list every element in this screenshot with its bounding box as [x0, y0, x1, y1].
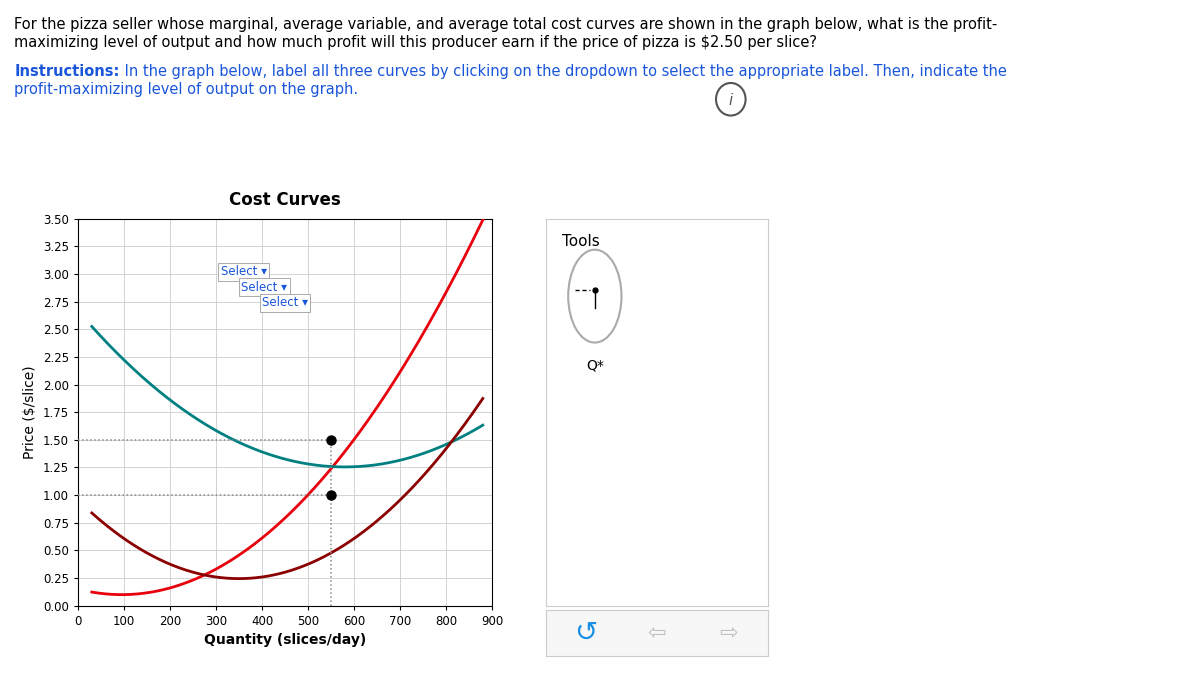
Text: ⇨: ⇨ [719, 623, 737, 642]
Text: For the pizza seller whose marginal, average variable, and average total cost cu: For the pizza seller whose marginal, ave… [14, 17, 997, 32]
Text: Select ▾: Select ▾ [262, 296, 308, 310]
Text: Instructions:: Instructions: [14, 64, 120, 79]
Text: ⇦: ⇦ [648, 623, 666, 642]
X-axis label: Quantity (slices/day): Quantity (slices/day) [204, 633, 366, 647]
Text: maximizing level of output and how much profit will this producer earn if the pr: maximizing level of output and how much … [14, 35, 817, 50]
Text: Select ▾: Select ▾ [241, 281, 287, 294]
Text: Select ▾: Select ▾ [221, 265, 266, 279]
Text: profit-maximizing level of output on the graph.: profit-maximizing level of output on the… [14, 82, 359, 97]
Text: Q*: Q* [586, 358, 604, 372]
Text: ↺: ↺ [575, 618, 598, 646]
Text: In the graph below, label all three curves by clicking on the dropdown to select: In the graph below, label all three curv… [120, 64, 1007, 79]
Text: Tools: Tools [562, 234, 599, 249]
Y-axis label: Price ($/slice): Price ($/slice) [23, 365, 37, 459]
Title: Cost Curves: Cost Curves [229, 191, 341, 209]
Text: i: i [728, 93, 733, 108]
